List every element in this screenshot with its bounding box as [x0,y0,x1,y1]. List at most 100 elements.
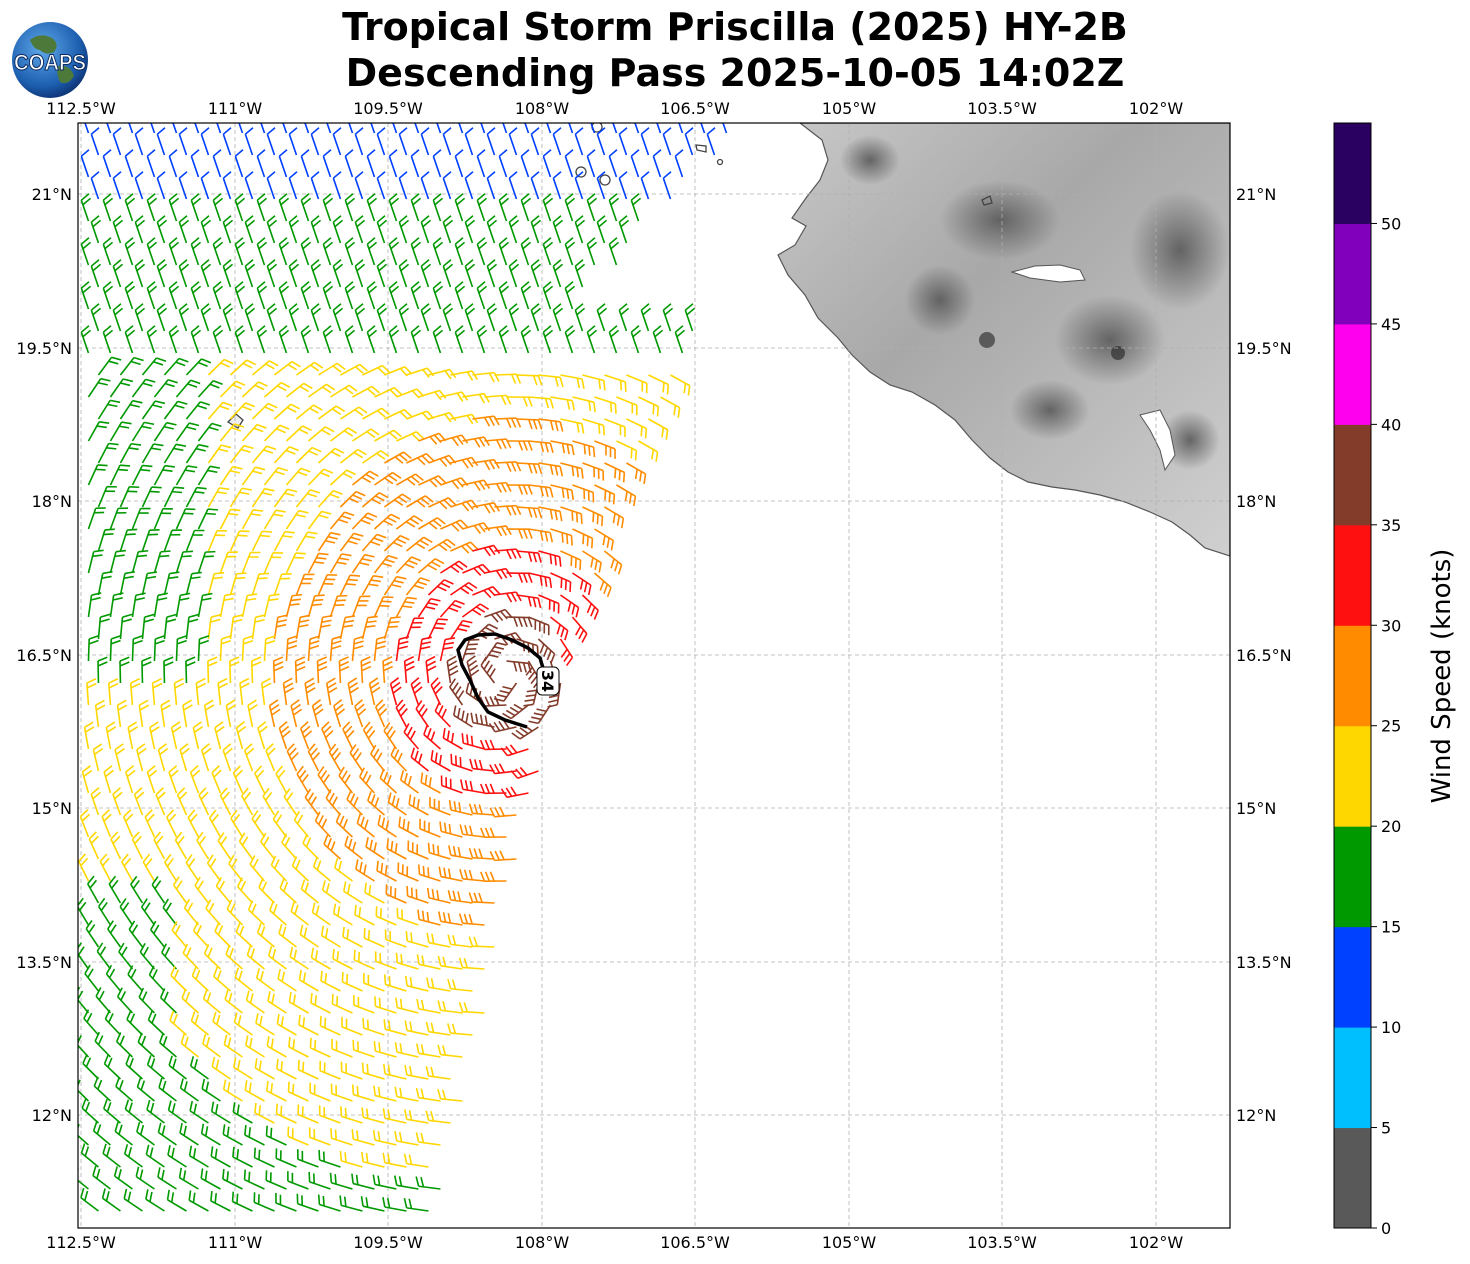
wind-barb [134,259,146,288]
logo-text: COAPS [14,50,86,75]
wind-barb [153,421,177,442]
wind-barb [131,378,156,398]
wind-barb [586,325,598,354]
wind-barb [286,743,299,772]
lon-tick-bottom: 108°W [515,1233,570,1252]
wind-barb [486,259,498,288]
wind-barb [192,921,210,948]
wind-barb [462,522,491,534]
wind-barb [205,899,222,926]
wind-barb [344,193,356,222]
wind-barb [153,635,166,662]
wind-barb [136,743,147,772]
wind-barb [559,594,580,618]
wind-barb [383,1019,407,1036]
wind-barb [304,123,310,134]
wind-barb [150,123,156,134]
contour-label-box: 34 [536,666,560,696]
wind-barb [432,193,444,222]
wind-barb [253,1192,275,1212]
wind-barb [604,506,625,529]
wind-barb [502,703,529,720]
wind-barb [508,303,520,332]
wind-barb [502,123,508,134]
wind-barb [403,1153,429,1168]
wind-barb [103,765,114,794]
lon-tick-top: 103.5°W [967,99,1037,118]
wind-barb [185,358,212,376]
wind-barb [207,487,230,508]
wind-barb [363,973,385,992]
wind-barb [373,1085,397,1102]
wind-barb [234,325,246,354]
lon-tick-top: 112.5°W [46,99,116,118]
wind-barb [168,193,180,222]
colorbar-tick-label: 5 [1381,1119,1391,1138]
wind-barb [102,149,112,178]
wind-barb [417,864,441,882]
wind-barb [652,325,664,354]
wind-barb [92,743,104,772]
colorbar-segment [1334,1027,1371,1129]
wind-barb [131,507,151,530]
wind-barb [146,1055,165,1080]
wind-barb [112,127,122,156]
wind-barb [232,765,244,794]
wind-barb [269,900,287,926]
wind-barb [489,806,517,818]
wind-barb [549,616,569,641]
wind-barb [330,1128,353,1146]
wind-barb [506,396,533,407]
wind-barb [530,303,542,332]
wind-barb [207,571,225,596]
wind-barb [78,1168,89,1190]
wind-barb [317,766,332,794]
wind-barb [163,486,185,508]
wind-barb [508,171,518,200]
wind-barb [200,127,210,156]
wind-barb [110,831,122,860]
wind-barb [382,1108,407,1124]
wind-barb [325,789,342,816]
wind-barb [332,303,344,332]
wind-barb [537,638,556,664]
wind-barb [427,842,451,860]
wind-barb [674,325,686,354]
wind-barb [373,1040,397,1058]
wind-barb [317,405,346,420]
wind-barb [307,383,336,398]
wind-barb [307,426,335,442]
wind-barb [342,721,355,750]
wind-barb [395,636,410,662]
wind-barb [404,975,429,992]
wind-barb [245,1035,265,1058]
wind-barb [123,1188,143,1212]
wind-barb [476,237,488,266]
wind-barb [360,1151,385,1168]
wind-barbs [78,123,728,1212]
wind-barb [418,389,447,401]
wind-barb [251,487,275,508]
wind-barb [109,421,132,442]
wind-barb [640,171,650,200]
wind-barb [295,573,315,596]
wind-barb [372,1174,397,1190]
wind-barb [316,656,328,684]
wind-barb [238,832,254,860]
wind-barb [212,325,224,354]
colorbar-tick-label: 0 [1381,1219,1391,1238]
wind-barb [290,901,309,926]
colorbar-tick-label: 40 [1381,415,1401,434]
wind-barb [229,402,256,420]
wind-barb [239,677,250,706]
wind-barb [630,193,642,222]
wind-barb [458,123,464,134]
wind-barb [582,506,604,527]
wind-barb [564,281,576,310]
wind-barb [349,744,364,772]
wind-barb [396,431,425,442]
wind-barb [322,325,334,354]
wind-barb [133,787,145,816]
wind-barb [105,721,117,750]
wind-barb [109,378,134,398]
